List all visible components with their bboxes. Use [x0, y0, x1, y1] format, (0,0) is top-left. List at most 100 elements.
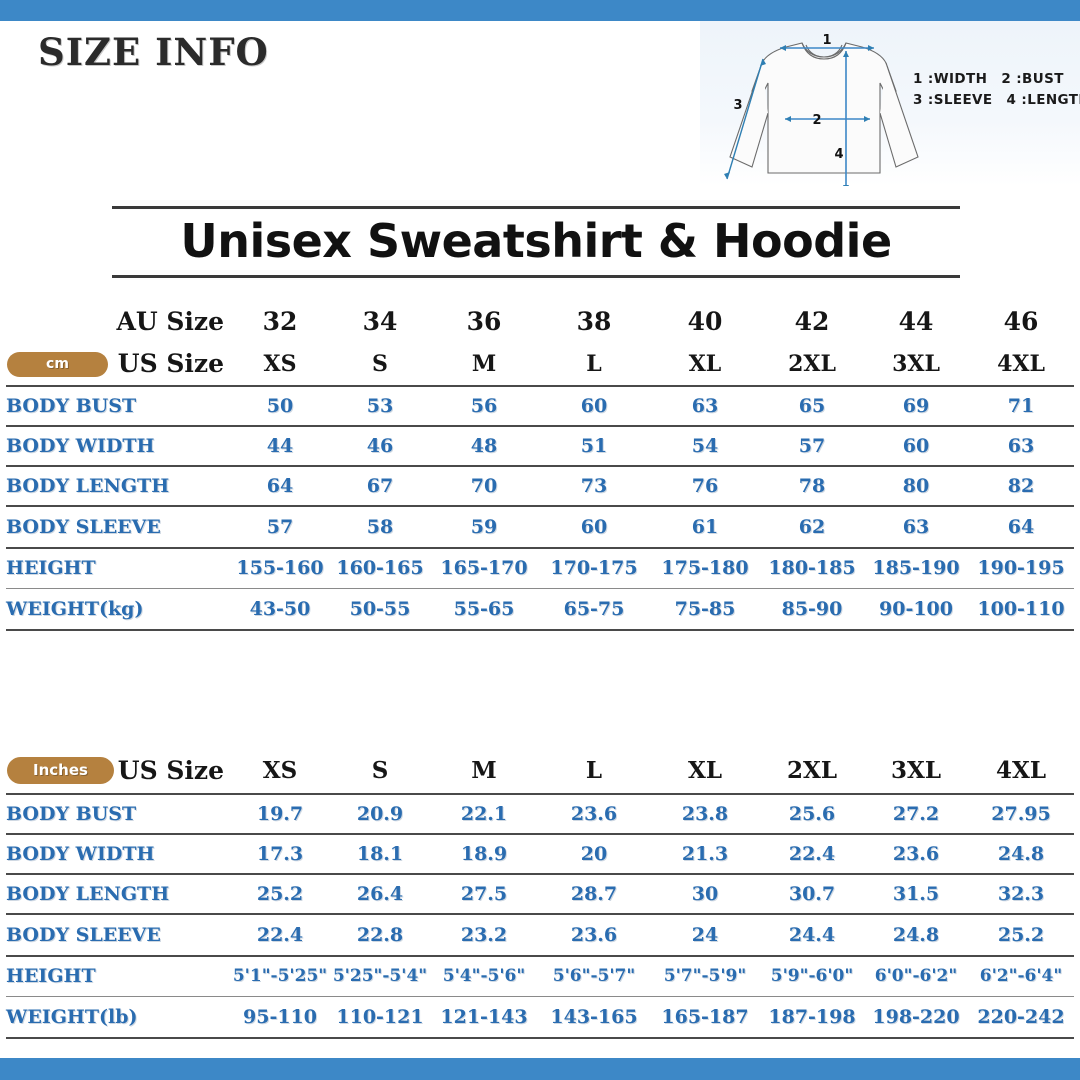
cell: 75-85: [650, 588, 760, 631]
cell: 44: [230, 426, 330, 467]
table-row: WEIGHT(kg) 43-50 50-55 55-65 65-75 75-85…: [6, 588, 1074, 631]
cell: 65-75: [538, 588, 650, 631]
size-table-cm: AU Size 32 34 36 38 40 42 44 46 US Size …: [6, 300, 1074, 631]
cell: 175-180: [650, 548, 760, 589]
cell: 155-160: [230, 548, 330, 589]
cell: 70: [430, 466, 538, 507]
page-title: SIZE INFO: [38, 30, 269, 74]
diagram-marker-4: 4: [834, 147, 843, 162]
cell: 55-65: [430, 588, 538, 631]
cell: 60: [538, 386, 650, 427]
row-label: BODY LENGTH: [6, 466, 230, 507]
product-title: Unisex Sweatshirt & Hoodie: [180, 214, 892, 268]
us-size-cm-4: XL: [650, 342, 760, 387]
cell: 5'7"-5'9": [650, 956, 760, 997]
cell: 54: [650, 426, 760, 467]
cell: 57: [760, 426, 864, 467]
cell: 5'6"-5'7": [538, 956, 650, 997]
cell: 78: [760, 466, 864, 507]
cell: 100-110: [968, 588, 1074, 631]
cell: 27.2: [864, 794, 968, 835]
cell: 56: [430, 386, 538, 427]
cell: 32.3: [968, 874, 1074, 915]
cell: 63: [650, 386, 760, 427]
table-row: HEIGHT 155-160 160-165 165-170 170-175 1…: [6, 548, 1074, 589]
cell: 71: [968, 386, 1074, 427]
table-row: BODY WIDTH 44 46 48 51 54 57 60 63: [6, 426, 1074, 467]
cell: 6'2"-6'4": [968, 956, 1074, 997]
legend-width: 1 :WIDTH: [913, 71, 988, 87]
cell: 24: [650, 914, 760, 957]
cell: 170-175: [538, 548, 650, 589]
cell: 20.9: [330, 794, 430, 835]
us-size-cm-3: L: [538, 342, 650, 387]
row-label: HEIGHT: [6, 548, 230, 589]
inches-table-body: US Size XS S M L XL 2XL 3XL 4XL BODY BUS…: [6, 748, 1074, 1039]
cell: 43-50: [230, 588, 330, 631]
au-size-4: 40: [687, 306, 723, 336]
diagram-legend: 1 :WIDTH 2 :BUST 3 :SLEEVE 4 :LENGTH: [913, 69, 1080, 111]
table-row: BODY BUST 50 53 56 60 63 65 69 71: [6, 386, 1074, 427]
cell: 60: [864, 426, 968, 467]
cell: 5'4"-5'6": [430, 956, 538, 997]
cell: 51: [538, 426, 650, 467]
row-label: WEIGHT(lb): [6, 996, 230, 1039]
cell: 30: [650, 874, 760, 915]
cell: 90-100: [864, 588, 968, 631]
cell: 23.6: [538, 794, 650, 835]
cell: 50: [230, 386, 330, 427]
cm-header-us-row: US Size XS S M L XL 2XL 3XL 4XL: [6, 342, 1074, 387]
us-size-in-2: M: [430, 748, 538, 795]
cell: 58: [330, 506, 430, 549]
cell: 85-90: [760, 588, 864, 631]
au-size-5: 42: [794, 306, 830, 336]
us-size-in-5: 2XL: [760, 748, 864, 795]
inches-header-row: US Size XS S M L XL 2XL 3XL 4XL: [6, 748, 1074, 795]
us-size-in-3: L: [538, 748, 650, 795]
us-size-cm-7: 4XL: [968, 342, 1074, 387]
cell: 165-170: [430, 548, 538, 589]
cell: 20: [538, 834, 650, 875]
cell: 23.6: [864, 834, 968, 875]
cell: 59: [430, 506, 538, 549]
row-label: HEIGHT: [6, 956, 230, 997]
row-label: BODY BUST: [6, 794, 230, 835]
cell: 63: [968, 426, 1074, 467]
au-size-2: 36: [466, 306, 502, 336]
cell: 67: [330, 466, 430, 507]
diagram-marker-1: 1: [822, 33, 831, 48]
cell: 73: [538, 466, 650, 507]
us-size-cm-6: 3XL: [864, 342, 968, 387]
product-title-block: Unisex Sweatshirt & Hoodie: [112, 206, 960, 278]
cell: 5'1"-5'25": [230, 956, 330, 997]
cm-header-au-row: AU Size 32 34 36 38 40 42 44 46: [6, 300, 1074, 342]
title-rule-bottom: [112, 275, 960, 278]
cell: 23.2: [430, 914, 538, 957]
au-size-7: 46: [1003, 306, 1039, 336]
cell: 190-195: [968, 548, 1074, 589]
size-table-inches: US Size XS S M L XL 2XL 3XL 4XL BODY BUS…: [6, 748, 1074, 1039]
cell: 53: [330, 386, 430, 427]
unit-badge-cm: cm: [7, 352, 108, 377]
table-row: BODY BUST 19.7 20.9 22.1 23.6 23.8 25.6 …: [6, 794, 1074, 835]
cell: 21.3: [650, 834, 760, 875]
row-label: BODY SLEEVE: [6, 506, 230, 549]
cell: 48: [430, 426, 538, 467]
us-size-cm-2: M: [430, 342, 538, 387]
row-label: BODY BUST: [6, 386, 230, 427]
cell: 160-165: [330, 548, 430, 589]
row-label: BODY WIDTH: [6, 834, 230, 875]
table-row: BODY LENGTH 25.2 26.4 27.5 28.7 30 30.7 …: [6, 874, 1074, 915]
bottom-accent-bar: [0, 1058, 1080, 1080]
cell: 17.3: [230, 834, 330, 875]
cm-table-body: AU Size 32 34 36 38 40 42 44 46 US Size …: [6, 300, 1074, 631]
cell: 63: [864, 506, 968, 549]
cell: 82: [968, 466, 1074, 507]
cell: 64: [968, 506, 1074, 549]
us-size-cm-0: XS: [230, 342, 330, 387]
cell: 25.2: [230, 874, 330, 915]
cell: 19.7: [230, 794, 330, 835]
cell: 23.8: [650, 794, 760, 835]
row-label: BODY WIDTH: [6, 426, 230, 467]
cell: 27.95: [968, 794, 1074, 835]
